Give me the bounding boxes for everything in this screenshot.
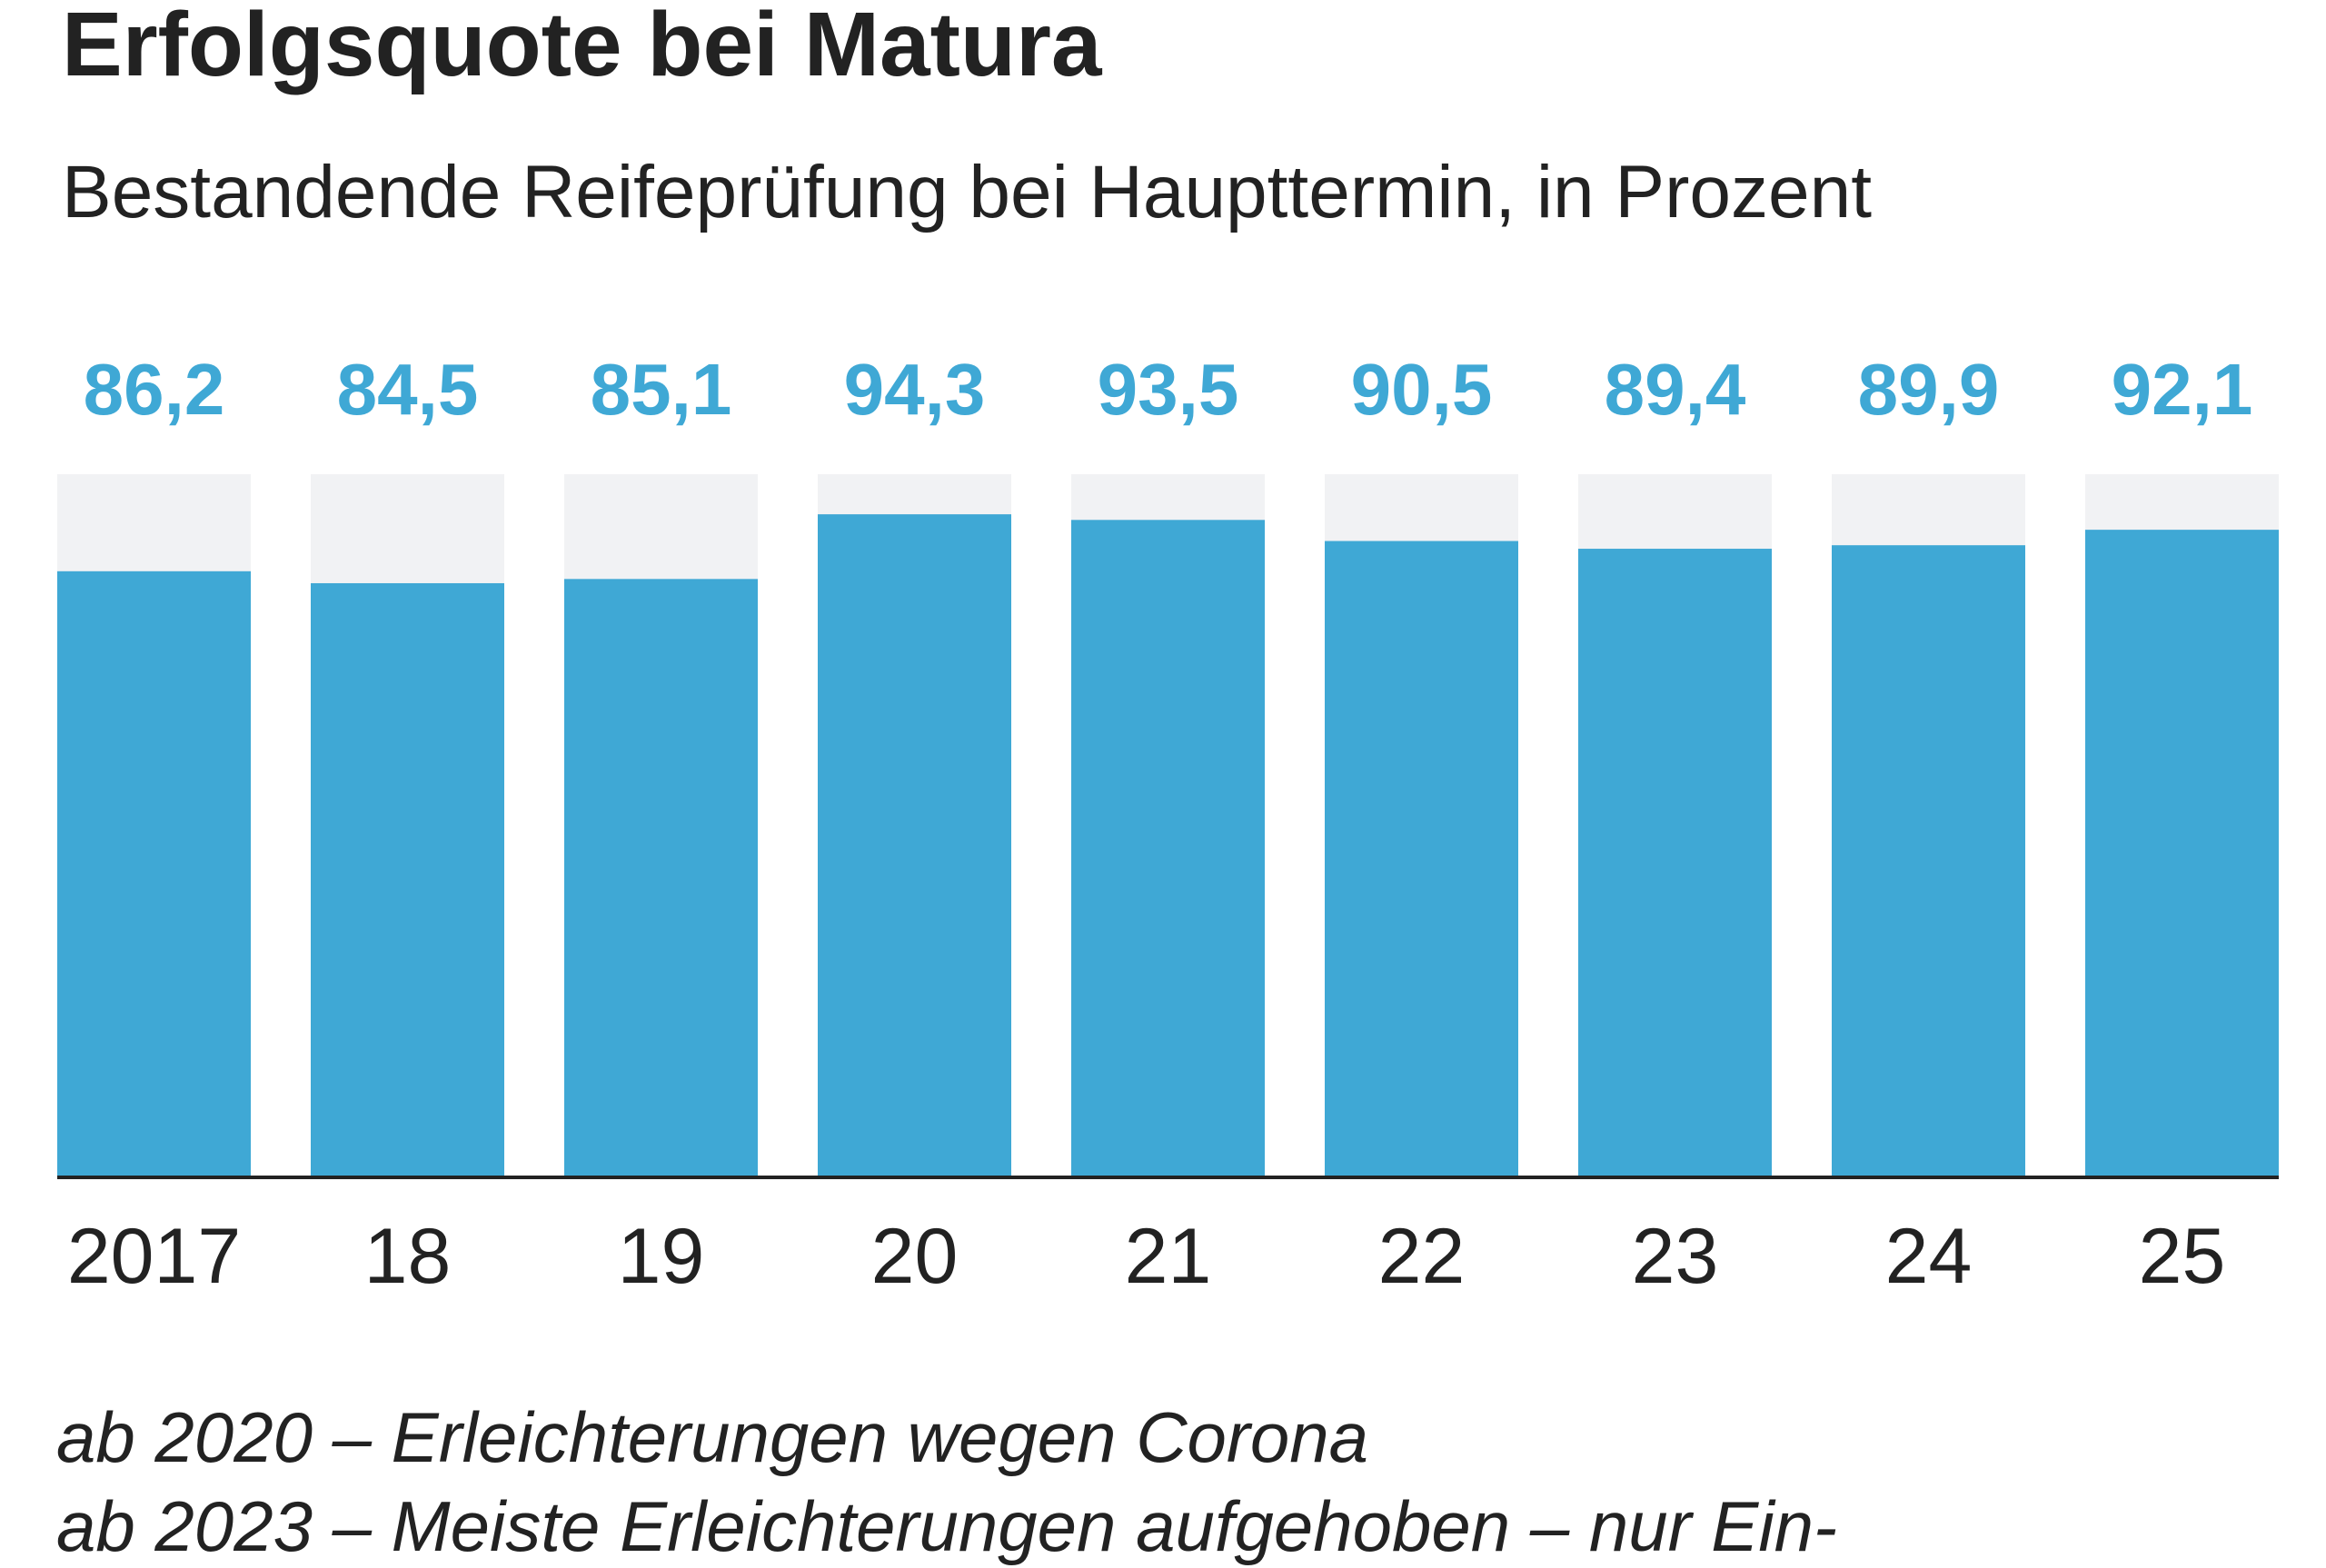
bar-20 bbox=[818, 514, 1011, 1177]
data-label: 86,2 bbox=[84, 349, 225, 430]
x-tick-label: 21 bbox=[1125, 1213, 1212, 1300]
bar-24 bbox=[1832, 545, 2025, 1177]
x-tick-label: 23 bbox=[1632, 1213, 1719, 1300]
bar-23 bbox=[1578, 549, 1772, 1177]
bar-19 bbox=[564, 579, 758, 1177]
chart-title: Erfolgsquote bei Matura bbox=[62, 0, 1102, 95]
x-tick-label: 18 bbox=[364, 1213, 452, 1300]
annotation-2023: ab 2023 – Meiste Erleichterungen aufgeho… bbox=[56, 1486, 1838, 1566]
data-label: 92,1 bbox=[2112, 349, 2253, 430]
x-tick-label: 20 bbox=[871, 1213, 959, 1300]
data-label: 89,4 bbox=[1605, 349, 1746, 430]
x-tick-label: 25 bbox=[2139, 1213, 2226, 1300]
chart-subtitle: Bestandende Reifeprüfung bei Haupttermin… bbox=[62, 151, 1873, 233]
data-label: 85,1 bbox=[591, 349, 732, 430]
bar-18 bbox=[311, 582, 504, 1177]
data-label: 84,5 bbox=[337, 349, 479, 430]
bar-21 bbox=[1071, 520, 1265, 1177]
bar-chart: 86,2 2017 84,5 18 85,1 19 94,3 20 93,5 21 90,5 22 89… bbox=[57, 349, 2279, 1300]
annotation-corona: ab 2020 – Erleichterungen wegen Corona bbox=[56, 1397, 1369, 1477]
data-label: 94,3 bbox=[844, 349, 986, 430]
data-label: 90,5 bbox=[1351, 349, 1493, 430]
x-tick-label: 22 bbox=[1378, 1213, 1466, 1300]
x-tick-label: 2017 bbox=[67, 1213, 241, 1300]
data-label: 93,5 bbox=[1098, 349, 1239, 430]
data-label: 89,9 bbox=[1858, 349, 2000, 430]
x-tick-label: 19 bbox=[618, 1213, 705, 1300]
bar-25 bbox=[2085, 530, 2279, 1177]
bar-2017 bbox=[57, 571, 251, 1177]
bar-22 bbox=[1325, 541, 1518, 1177]
x-tick-label: 24 bbox=[1885, 1213, 1973, 1300]
